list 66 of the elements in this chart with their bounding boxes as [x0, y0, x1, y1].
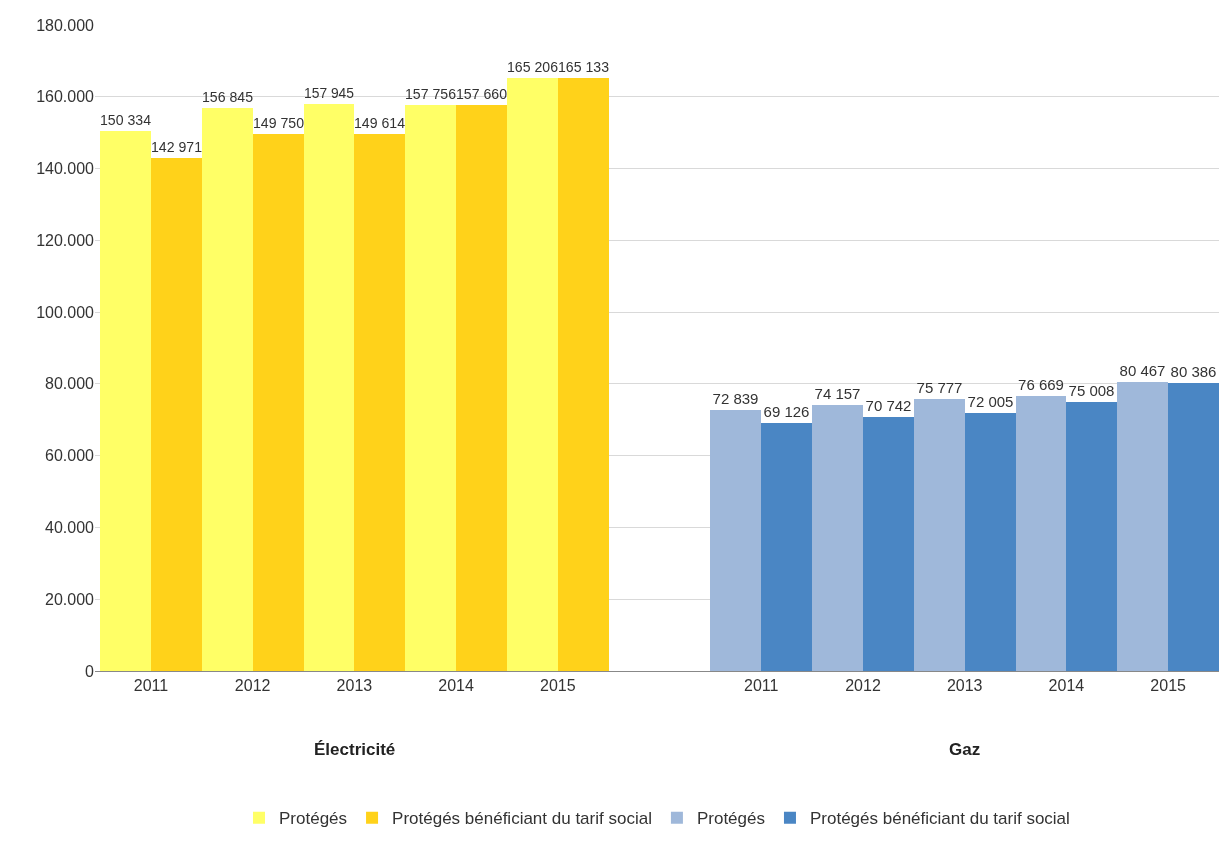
- data-label: 149 614: [354, 115, 406, 132]
- bar: [100, 131, 151, 671]
- data-label: 70 742: [865, 397, 912, 414]
- y-tick-label: 60.000: [45, 447, 95, 465]
- bar: [304, 104, 354, 671]
- legend-label: Protégés: [279, 809, 348, 829]
- x-tick-label: 2015: [540, 677, 576, 695]
- data-label: 165 206: [507, 59, 559, 76]
- data-label: 72 005: [967, 393, 1014, 410]
- y-tick-label: 100.000: [36, 303, 95, 321]
- bar: [202, 108, 253, 671]
- y-tick-label: 80.000: [45, 375, 95, 393]
- bar: [354, 134, 405, 671]
- data-label: 156 845: [202, 89, 254, 106]
- x-tick-label: 2014: [1048, 677, 1085, 695]
- bar: [863, 417, 914, 671]
- bar: [1117, 382, 1168, 671]
- y-tick-label: 140.000: [36, 160, 95, 178]
- data-label: 75 008: [1068, 382, 1115, 399]
- text: Gaz: [949, 740, 981, 759]
- x-tick-label: 2012: [845, 677, 881, 695]
- x-tick-label: 2014: [438, 677, 474, 695]
- x-tick-label: 2015: [1150, 677, 1187, 695]
- text: Électricité: [314, 740, 396, 759]
- legend-label: Protégés bénéficiant du tarif social: [809, 809, 1070, 829]
- x-tick-label: 2013: [946, 677, 983, 695]
- data-label: 150 334: [100, 112, 152, 129]
- bar: [507, 78, 558, 671]
- y-tick-label: 20.000: [45, 590, 95, 608]
- data-label: 80 467: [1119, 362, 1166, 379]
- bar: [914, 399, 965, 671]
- data-label: 75 777: [916, 379, 963, 396]
- legend-label: Protégés bénéficiant du tarif social: [392, 809, 652, 829]
- bar: [812, 405, 863, 671]
- bar: [151, 158, 202, 671]
- x-tick-label: 2011: [133, 677, 169, 695]
- data-label: 157 660: [456, 86, 508, 103]
- bar: [1168, 383, 1219, 671]
- data-label: 76 669: [1018, 376, 1064, 393]
- legend-label: Protégés: [696, 809, 765, 829]
- y-tick-label: 0: [85, 662, 95, 680]
- y-tick-label: 40.000: [45, 519, 95, 537]
- x-tick-label: 2013: [336, 677, 373, 695]
- bar: [405, 105, 456, 671]
- bar: [965, 413, 1016, 671]
- data-label: 157 945: [304, 85, 355, 102]
- data-label: 69 126: [763, 403, 810, 420]
- y-tick-label: 180.000: [36, 16, 95, 34]
- bar: [558, 78, 609, 671]
- bar: [710, 410, 761, 671]
- data-label: 80 386: [1170, 363, 1217, 380]
- bar: [1066, 402, 1117, 671]
- bar: [1016, 396, 1066, 671]
- x-tick-label: 2012: [234, 677, 271, 695]
- y-tick-label: 120.000: [36, 231, 95, 249]
- data-label: 74 157: [814, 385, 861, 402]
- data-label: 157 756: [405, 86, 457, 103]
- bar: [456, 105, 507, 671]
- data-label: 165 133: [558, 59, 610, 76]
- data-label: 142 971: [151, 139, 203, 156]
- data-label: 149 750: [253, 115, 305, 132]
- y-tick-label: 160.000: [36, 88, 95, 106]
- bar: [761, 423, 812, 671]
- x-tick-label: 2011: [744, 677, 779, 695]
- data-label: 72 839: [712, 390, 759, 407]
- bar: [253, 134, 304, 671]
